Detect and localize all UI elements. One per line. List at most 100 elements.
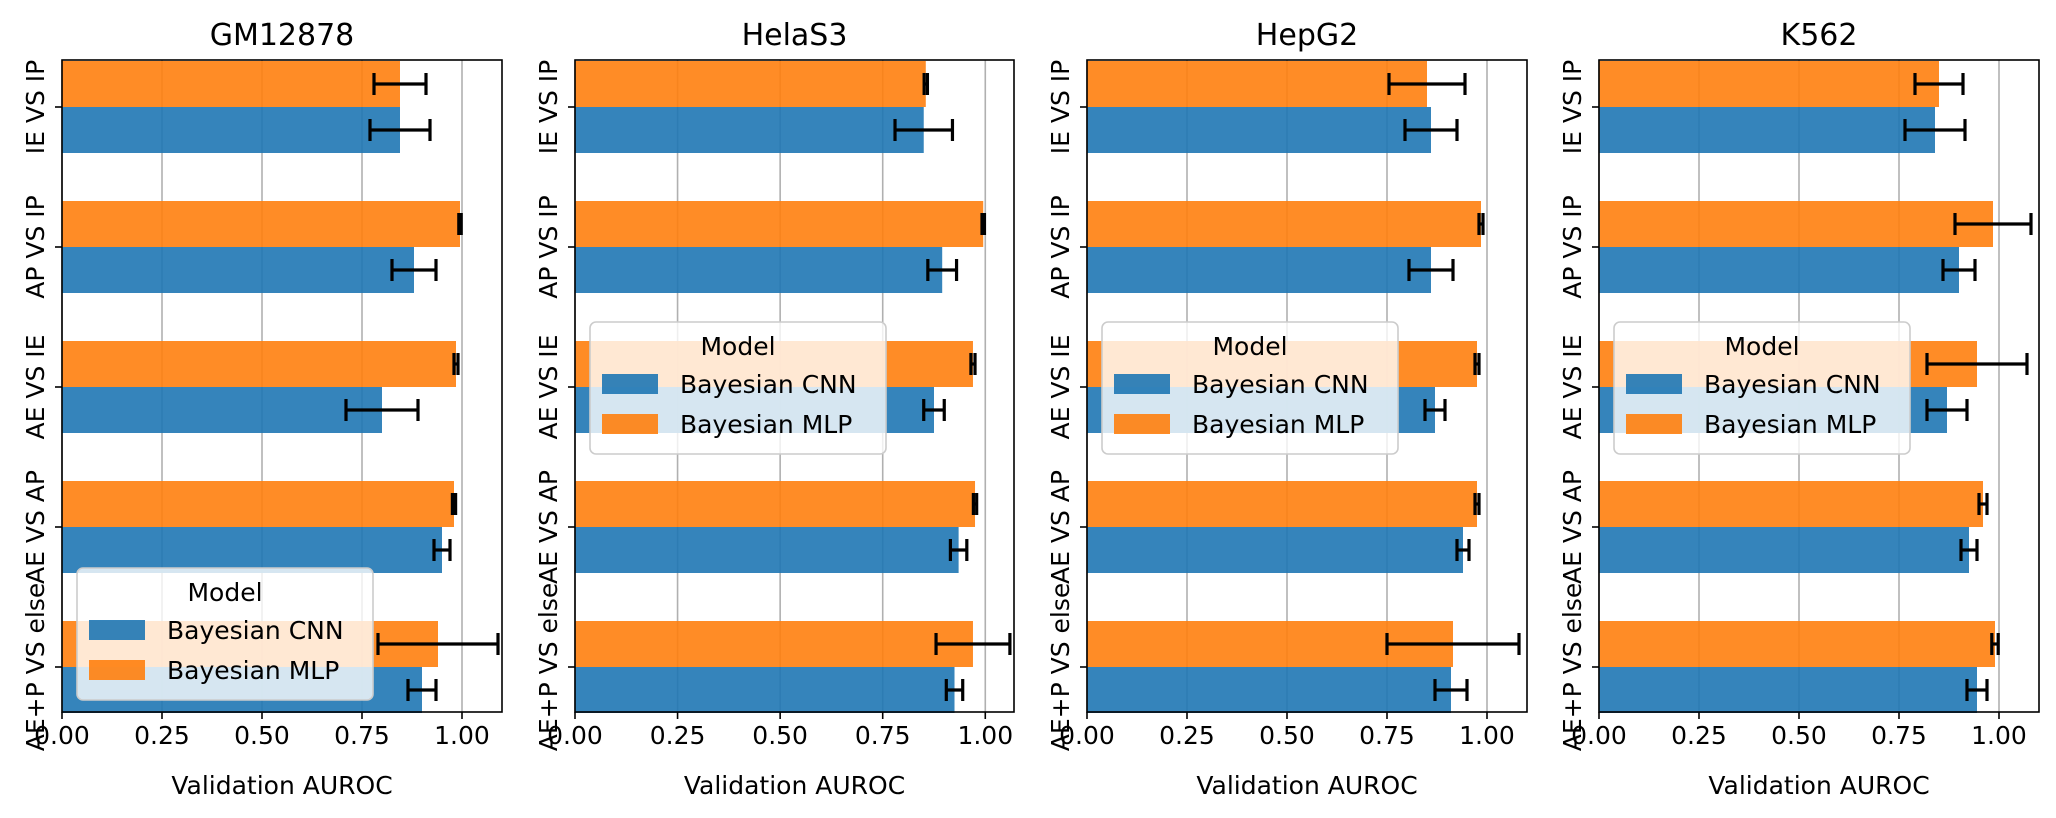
error-bar-mlp-0 [922,73,930,95]
legend-title: Model [1724,332,1799,361]
x-tick-label: 0.50 [1259,721,1315,750]
y-category-label: AE VS AP [534,470,563,584]
legend-swatch-1 [602,414,658,434]
bar-cnn-4 [575,667,955,713]
legend: Model Bayesian CNN Bayesian MLP [76,567,374,701]
bar-cnn-1 [62,247,414,293]
error-bar-mlp-2 [1925,353,2029,375]
error-bar-mlp-4 [934,633,1012,655]
plot-frame [61,59,503,713]
bar-cnn-4 [1087,667,1451,713]
legend-box [589,321,887,455]
error-bar-mlp-1 [980,213,987,235]
chart-panel-0: 0.00 0.25 0.50 0.75 1.00 IE VS IP AP VS IP AE V… [21,18,503,800]
bar-mlp-0 [62,61,400,107]
y-category-label: AE VS IE [1558,335,1587,440]
bar-mlp-3 [1087,481,1477,527]
error-bar-cnn-3 [948,539,969,561]
legend: Model Bayesian CNN Bayesian MLP [1101,321,1399,455]
error-bar-cnn-2 [344,399,420,421]
error-bar-cnn-1 [926,259,959,281]
x-tick-label: 1.00 [434,721,490,750]
error-bar-mlp-2 [452,353,460,375]
x-tick-label: 0.75 [855,721,911,750]
legend-swatch-0 [89,620,145,640]
legend: Model Bayesian CNN Bayesian MLP [589,321,887,455]
y-category-label: IE VS IP [1558,60,1587,154]
y-category-label: AE+P VS else [1558,583,1587,752]
y-category-label: AP VS IP [1046,195,1075,299]
chart-panel-3: 0.00 0.25 0.50 0.75 1.00 IE VS IP AP VS IP AE V… [1558,18,2040,800]
legend-swatch-0 [602,374,658,394]
error-bar-cnn-0 [1403,119,1459,141]
legend-entry-1: Bayesian MLP [167,656,339,685]
bar-cnn-4 [1599,667,1977,713]
error-bar-cnn-1 [390,259,438,281]
y-category-label: AE VS AP [1046,470,1075,584]
error-bar-mlp-3 [1473,493,1481,515]
x-tick-label: 0.25 [134,721,190,750]
y-category-label: IE VS IP [1046,60,1075,154]
error-bar-mlp-4 [1990,633,2000,655]
x-tick-label: 0.00 [1059,721,1115,750]
x-tick-label: 0.50 [1771,721,1827,750]
legend-swatch-0 [1626,374,1682,394]
error-bar-cnn-3 [1455,539,1471,561]
legend-box [76,567,374,701]
x-tick-label: 0.25 [1159,721,1215,750]
error-bar-mlp-2 [1473,353,1481,375]
y-category-label: IE VS IP [21,60,50,154]
y-category-label: AE VS AP [1558,470,1587,584]
y-category-label: AE VS AP [21,470,50,584]
x-axis-label: Validation AUROC [1196,771,1417,800]
bar-mlp-1 [62,201,460,247]
x-tick-label: 1.00 [957,721,1013,750]
x-tick-label: 0.75 [1871,721,1927,750]
error-bar-cnn-3 [1959,539,1979,561]
legend-swatch-1 [89,660,145,680]
x-tick-label: 0.50 [752,721,808,750]
bar-cnn-3 [1087,527,1463,573]
error-bar-mlp-4 [376,633,500,655]
bar-mlp-0 [575,61,926,107]
y-category-label: AE VS IE [21,335,50,440]
bar-cnn-0 [1599,107,1935,153]
legend-entry-0: Bayesian CNN [680,370,857,399]
legend-entry-1: Bayesian MLP [680,410,852,439]
bar-mlp-3 [1599,481,1983,527]
x-tick-label: 0.25 [1671,721,1727,750]
bar-mlp-3 [575,481,976,527]
legend-box [1613,321,1911,455]
error-bar-mlp-1 [1477,213,1485,235]
y-category-label: AP VS IP [1558,195,1587,299]
error-bar-mlp-3 [971,493,979,515]
bar-mlp-1 [1599,201,1993,247]
bar-cnn-0 [62,107,400,153]
bar-cnn-0 [1087,107,1431,153]
legend-entry-0: Bayesian CNN [167,616,344,645]
chart-panel-1: 0.00 0.25 0.50 0.75 1.00 IE VS IP AP VS IP AE V… [534,18,1015,800]
error-bar-cnn-0 [1903,119,1967,141]
legend-swatch-1 [1114,414,1170,434]
bar-mlp-4 [1599,621,1995,667]
x-tick-label: 0.00 [1571,721,1627,750]
error-bar-cnn-4 [1965,679,1989,701]
error-bar-cnn-3 [432,539,452,561]
y-category-label: AP VS IP [534,195,563,299]
bar-mlp-2 [62,341,456,387]
y-category-label: AE+P VS else [534,583,563,752]
error-bar-cnn-1 [1407,259,1455,281]
chart-panel-2: 0.00 0.25 0.50 0.75 1.00 IE VS IP AP VS IP AE V… [1046,18,1528,800]
plot-frame [574,59,1015,713]
legend-swatch-1 [1626,414,1682,434]
bar-mlp-3 [62,481,454,527]
x-axis-label: Validation AUROC [684,771,905,800]
x-tick-label: 0.00 [547,721,603,750]
bar-cnn-3 [62,527,442,573]
error-bar-mlp-1 [457,213,463,235]
x-tick-label: 0.50 [234,721,290,750]
bar-cnn-3 [1599,527,1969,573]
error-bar-mlp-3 [450,493,458,515]
error-bar-cnn-1 [1941,259,1977,281]
